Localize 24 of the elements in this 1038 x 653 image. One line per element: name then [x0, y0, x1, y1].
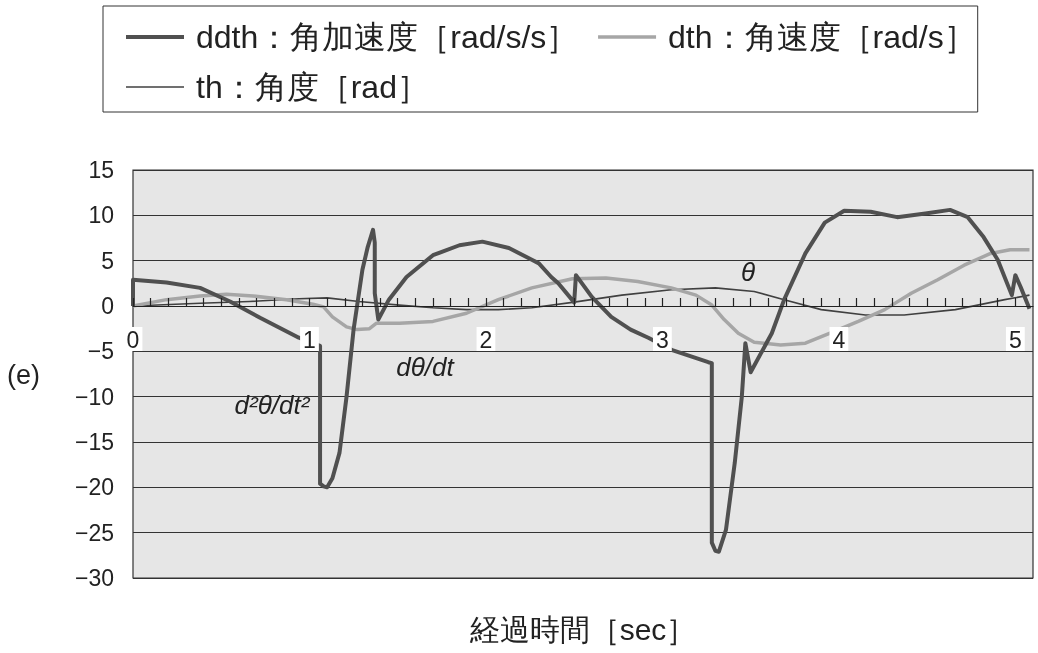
- legend-label: th：角度［rad］: [196, 69, 429, 105]
- legend-label: ddth：角加速度［rad/s/s］: [196, 19, 579, 55]
- annotation: d²θ/dt²: [234, 390, 311, 420]
- y-tick-label: 10: [88, 202, 114, 229]
- y-tick-label: −20: [74, 474, 114, 501]
- y-tick-label: −30: [74, 565, 114, 591]
- x-tick-label: 3: [656, 326, 669, 353]
- x-tick-label: 5: [1008, 326, 1022, 353]
- annotation: dθ/dt: [396, 352, 456, 382]
- y-tick-label: −15: [74, 429, 114, 455]
- annotation: θ: [740, 257, 756, 287]
- legend-label: dth：角速度［rad/s］: [668, 19, 976, 55]
- y-tick-label: 5: [101, 247, 114, 274]
- x-tick-label: 0: [126, 326, 140, 353]
- x-tick-label: 2: [479, 326, 493, 353]
- y-tick-label: 15: [88, 157, 114, 183]
- x-tick-label: 4: [832, 326, 846, 353]
- x-tick-label: 1: [303, 326, 316, 353]
- x-axis-title: 経過時間［sec］: [468, 612, 697, 646]
- text: (e): [7, 360, 40, 390]
- y-tick-label: 0: [101, 293, 114, 319]
- y-tick-label: −25: [74, 519, 114, 546]
- y-tick-label: −10: [74, 383, 114, 410]
- y-tick-label: −5: [87, 338, 114, 365]
